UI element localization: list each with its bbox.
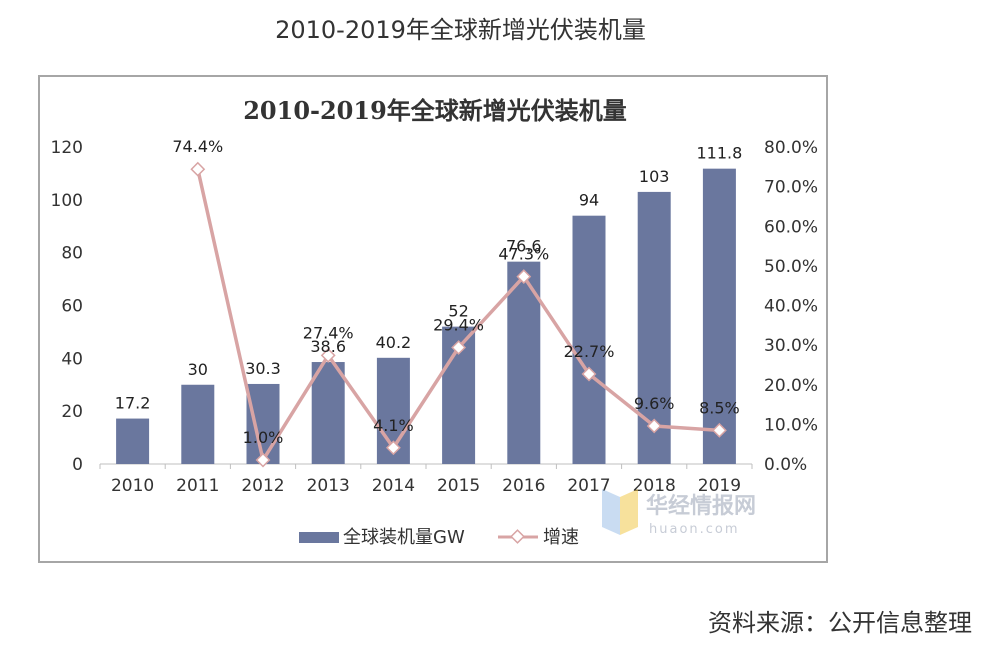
legend-bar-swatch (299, 532, 339, 543)
y-left-tick-label: 100 (51, 191, 83, 211)
y-left-tick-label: 80 (61, 244, 83, 264)
x-tick-label: 2018 (633, 476, 676, 496)
bar (246, 383, 280, 464)
page-title: 2010-2019年全球新增光伏装机量 (275, 16, 646, 44)
growth-value-label: 47.3% (498, 245, 549, 264)
growth-point (711, 422, 727, 438)
axes: 2010 2011 2012 2013 2014 2015 2016 2017 2018 2019… (51, 138, 818, 496)
bar-value-label: 17.2 (115, 394, 151, 413)
bar-value-label: 40.2 (376, 333, 412, 352)
x-tick-label: 2013 (307, 476, 350, 496)
x-tick-label: 2011 (176, 476, 219, 496)
bar (181, 384, 215, 464)
bar-value-label: 111.8 (696, 144, 742, 163)
y-right-tick-label: 10.0% (764, 415, 818, 435)
growth-value-label: 27.4% (303, 323, 354, 342)
bar (572, 215, 606, 464)
growth-point (516, 269, 532, 284)
growth-point (385, 440, 401, 456)
watermark-domain: huaon.com (649, 522, 740, 537)
y-right-tick-label: 50.0% (764, 257, 818, 277)
watermark: 华经情报网 huaon.com (602, 489, 756, 537)
y-right-tick-label: 30.0% (764, 336, 818, 356)
x-tick-label: 2012 (241, 476, 284, 496)
growth-point (320, 348, 336, 363)
y-right-tick-label: 0.0% (764, 455, 807, 475)
growth-value-label: 9.6% (634, 394, 675, 413)
x-tick-label: 2015 (437, 476, 480, 496)
bar-value-label: 76.6 (506, 237, 542, 256)
y-right-tick-label: 60.0% (764, 217, 818, 237)
x-tick-label: 2017 (567, 476, 610, 496)
y-right-tick-label: 70.0% (764, 178, 818, 198)
y-left-tick-label: 120 (51, 138, 83, 158)
watermark-logo-icon (602, 489, 620, 535)
watermark-name: 华经情报网 (646, 493, 756, 519)
x-tick-label: 2019 (698, 476, 741, 496)
bar-value-label: 103 (639, 167, 670, 186)
growth-point (190, 161, 206, 177)
y-right-tick-label: 20.0% (764, 376, 818, 396)
growth-point (255, 452, 271, 468)
source-note: 资料来源：公开信息整理 (708, 609, 972, 637)
y-left-tick-label: 0 (72, 455, 83, 475)
y-left-tick-label: 60 (61, 297, 83, 317)
growth-value-label: 4.1% (373, 416, 414, 435)
bar-line-chart: 2010-2019年全球新增光伏装机量 2010 2011 2012 2013 2014… (51, 96, 818, 548)
y-right-tick-label: 80.0% (764, 138, 818, 158)
bar (116, 418, 150, 464)
bar (311, 362, 345, 464)
chart-frame: 2010-2019年全球新增光伏装机量 2010 2011 2012 2013 2014… (38, 75, 828, 563)
bar-value-label: 94 (579, 191, 599, 210)
bar-value-label: 52 (448, 302, 468, 321)
growth-value-label: 22.7% (564, 342, 615, 361)
growth-point (581, 366, 597, 382)
x-tick-label: 2014 (372, 476, 415, 496)
legend-bar-label: 全球装机量GW (343, 527, 465, 548)
growth-value-label: 74.4% (172, 137, 223, 156)
y-right-tick-label: 40.0% (764, 297, 818, 317)
y-left-tick-label: 20 (61, 402, 83, 422)
bar-value-label: 30.3 (245, 359, 281, 378)
growth-value-label: 29.4% (433, 316, 484, 335)
y-left-tick-label: 40 (61, 349, 83, 369)
growth-point (646, 418, 662, 434)
growth-point (451, 340, 467, 355)
chart-title: 2010-2019年全球新增光伏装机量 (243, 96, 627, 125)
x-tick-label: 2010 (111, 476, 154, 496)
bar-value-label: 30 (188, 360, 208, 379)
growth-value-label: 8.5% (699, 398, 740, 417)
bar (702, 168, 736, 464)
legend-line-marker (510, 529, 525, 544)
data-labels: 17.2 30 30.3 38.6 40.2 52 76.6 94 103 111.8 74.4% 1… (115, 137, 743, 447)
legend-line-label: 增速 (543, 527, 579, 548)
bar-value-label: 38.6 (310, 337, 346, 356)
legend: 全球装机量GW 增速 (299, 527, 579, 548)
growth-value-label: 1.0% (243, 428, 284, 447)
growth-line (190, 161, 727, 468)
x-tick-label: 2016 (502, 476, 545, 496)
watermark-logo-icon-2 (620, 489, 638, 535)
